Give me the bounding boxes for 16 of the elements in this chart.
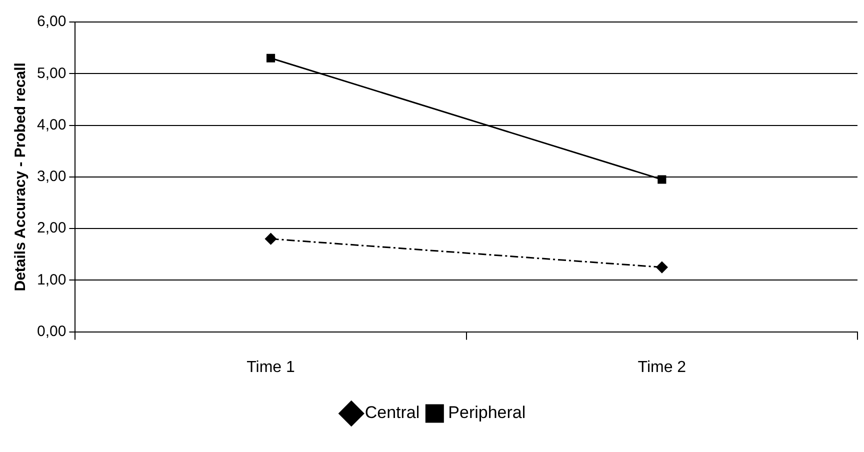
point [265,233,277,245]
y-tick-label: 1,00 [36,271,66,288]
y-tick-label: 3,00 [36,168,66,186]
point [656,262,668,274]
legend-label: Peripheral [448,403,526,422]
y-tick-label: 2,00 [36,220,66,237]
y-tick-label: 4,00 [36,116,66,134]
y-tick-label: 0,00 [36,322,66,340]
y-tick-label: 5,00 [36,64,66,82]
legend-label: Central [364,403,420,422]
y-tick-label: 6,00 [36,13,66,30]
point [658,175,666,184]
y-axis-title: Details Accuracy - Probed recall [12,62,30,292]
x-tick-label: Time 1 [246,358,296,376]
x-tick-label: Time 2 [638,358,686,376]
point [266,54,276,62]
